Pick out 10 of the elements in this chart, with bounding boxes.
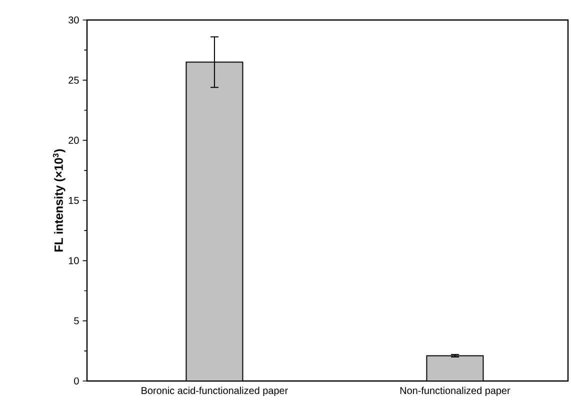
x-tick-label: Non-functionalized paper — [400, 386, 510, 396]
y-tick-label: 5 — [74, 317, 79, 324]
y-tick-label: 15 — [68, 197, 79, 204]
y-axis-title: FL intensity (×10$^{3}$) — [52, 149, 66, 252]
x-tick-label: Boronic acid-functionalized paper — [142, 386, 288, 396]
y-tick-label: 0 — [74, 377, 79, 385]
y-tick-label: 30 — [68, 16, 79, 24]
y-tick-label: 10 — [68, 257, 79, 264]
y-tick-label: 25 — [68, 76, 79, 84]
y-tick-label: 20 — [68, 136, 79, 144]
